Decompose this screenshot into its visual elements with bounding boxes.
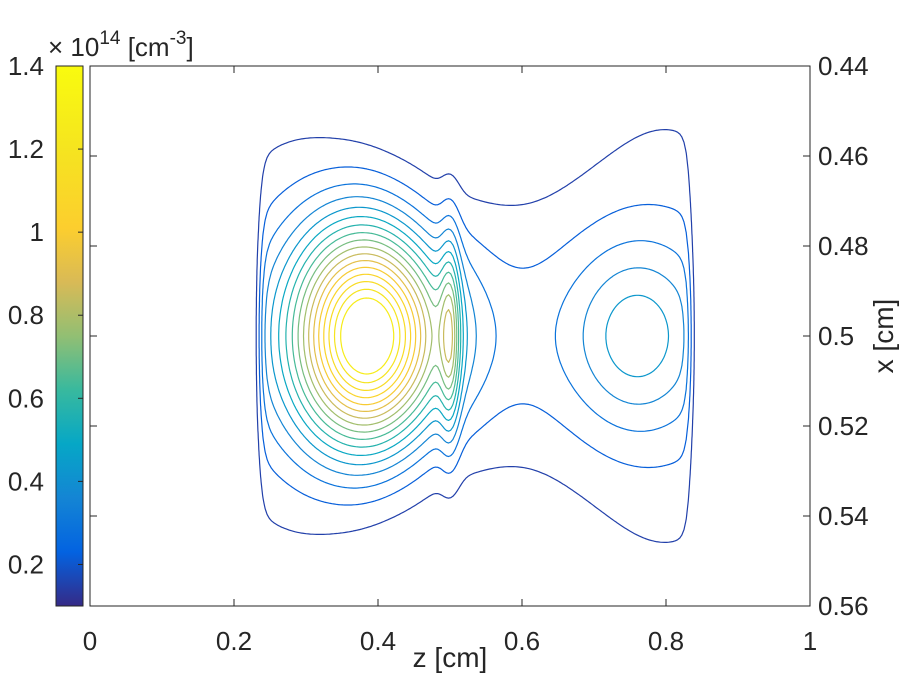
contour-line [264, 196, 685, 476]
x-tick-label: 0.6 [504, 626, 540, 656]
contour-line [318, 266, 417, 406]
contour-line [333, 288, 401, 384]
colorbar-unit-exponent: -3 [170, 28, 187, 49]
contour-lines [255, 129, 695, 543]
colorbar-tick-label: 0.2 [8, 549, 44, 579]
x-tick-label: 0.2 [216, 626, 252, 656]
y-tick-label: 0.46 [818, 141, 869, 171]
colorbar-tick-label: 0.4 [8, 466, 44, 496]
x-axis-label: z [cm] [413, 642, 488, 673]
y-tick-label: 0.52 [818, 411, 869, 441]
y-axis-label: x [cm] [868, 299, 899, 374]
contour-line [285, 224, 462, 448]
colorbar-tick-label: 1.2 [8, 134, 44, 164]
colorbar-tick-label: 0.8 [8, 300, 44, 330]
x-axis-ticks: 0 0.2 0.4 0.6 0.8 1 [83, 66, 817, 656]
colorbar-tick-label: 0.6 [8, 383, 44, 413]
contour-line [323, 273, 412, 399]
contour-line [258, 166, 692, 506]
contour-line [308, 253, 453, 419]
contour-line [328, 281, 406, 391]
contour-line [297, 239, 458, 433]
contour-line [302, 246, 456, 426]
y-tick-label: 0.44 [818, 51, 869, 81]
y-axis-ticks: 0.44 0.46 0.48 0.5 0.52 0.54 0.56 [90, 51, 869, 621]
colorbar-multiplier-exponent: 14 [99, 28, 121, 49]
y-tick-label: 0.54 [818, 501, 869, 531]
x-tick-label: 0 [83, 626, 97, 656]
contour-line [340, 297, 395, 375]
x-tick-label: 0.4 [360, 626, 396, 656]
plot-frame [89, 65, 811, 607]
x-tick-label: 0.8 [648, 626, 684, 656]
colorbar-ticks: 0.2 0.4 0.6 0.8 1 1.2 1.4 [8, 51, 83, 579]
y-tick-label: 0.56 [818, 591, 869, 621]
colorbar-multiplier: × 1014 [cm-3] [48, 28, 194, 62]
contour-line [261, 183, 689, 489]
colorbar-tick-label: 1 [30, 217, 44, 247]
plot-area: 0 0.2 0.4 0.6 0.8 1 0.440.460.480.50.520.540.… [83, 51, 899, 673]
y-tick-label: 0.48 [818, 231, 869, 261]
x-tick-label: 1 [803, 626, 817, 656]
contour-line [313, 260, 422, 412]
colorbar-gradient [55, 65, 84, 607]
contour-line [255, 129, 695, 543]
contour-line [270, 206, 670, 466]
colorbar: 0.2 0.4 0.6 0.8 1 1.2 1.4 × 1014 [cm-3] [8, 28, 194, 607]
contour-line [291, 232, 460, 440]
y-tick-label: 0.5 [818, 321, 854, 351]
contour-line [278, 216, 464, 456]
colorbar-tick-label: 1.4 [8, 51, 44, 81]
